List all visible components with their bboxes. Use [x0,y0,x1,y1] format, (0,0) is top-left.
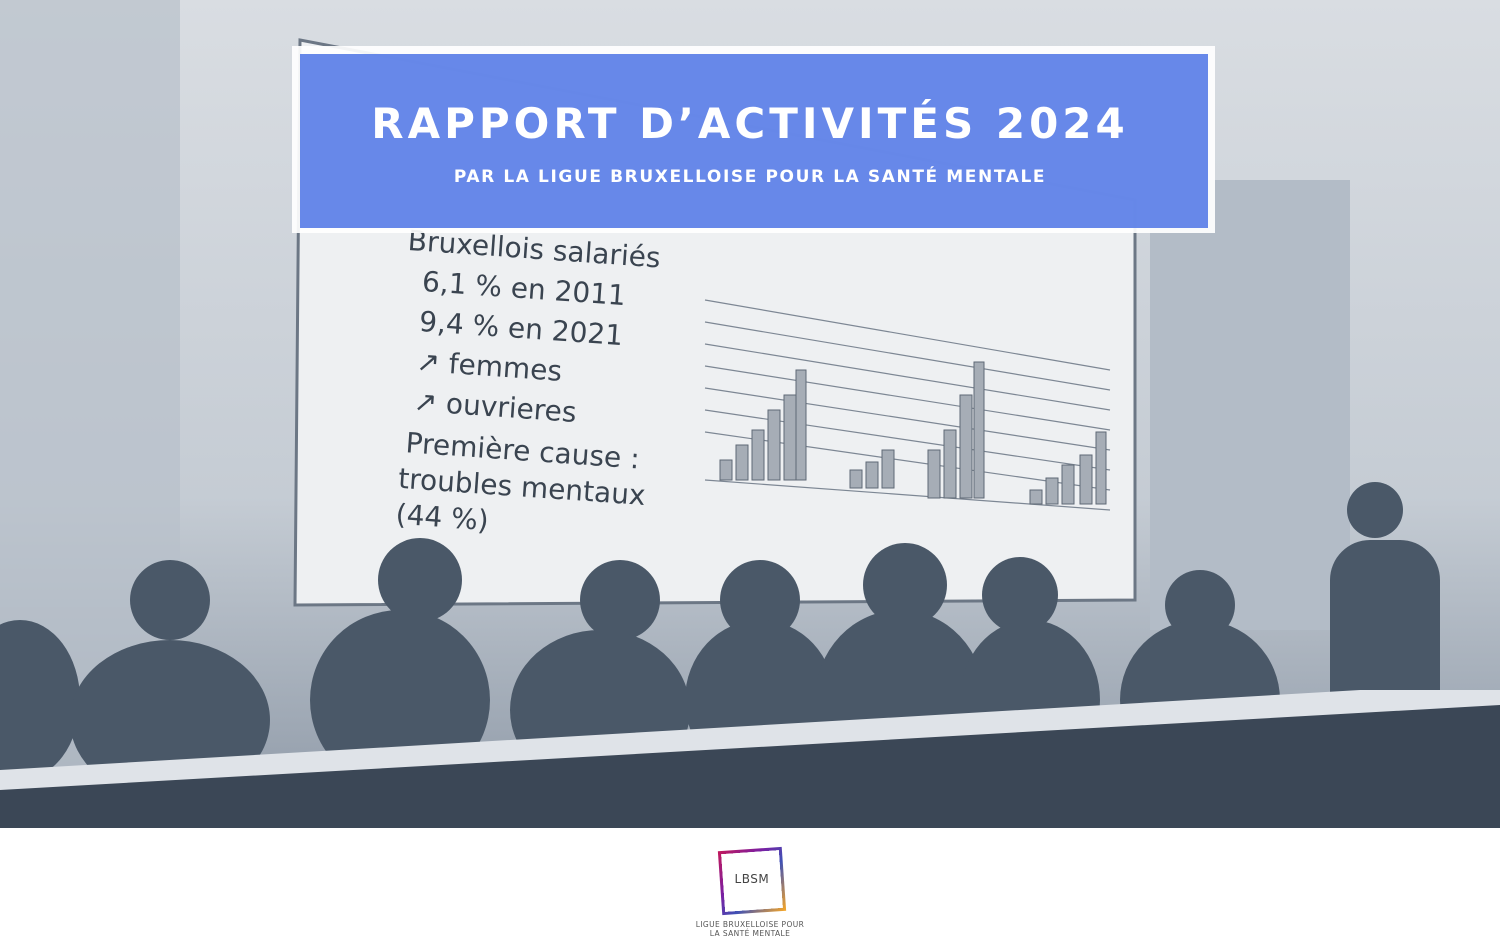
curtain [1150,180,1350,630]
logo-name: LA SANTÉ MENTALE [709,929,791,938]
slide-bars [719,361,1107,505]
subtitle: PAR LA LIGUE BRUXELLOISE POUR LA SANTÉ M… [453,167,1047,187]
table [0,700,1500,828]
banner [300,54,1208,228]
logo-name: LIGUE BRUXELLOISE POUR [695,920,805,929]
slide-chart [704,299,1111,511]
title: RAPPORT D’ACTIVITÉS 2024 [371,99,1129,148]
slide-text: Bruxellois salariés 6,1 % en 2011 9,4 % … [395,224,662,537]
table-edge [0,690,1500,790]
slide-bullet: (44 %) [395,498,490,537]
logo: LBSM [717,846,787,916]
logo-acronym: LBSM [734,872,770,887]
